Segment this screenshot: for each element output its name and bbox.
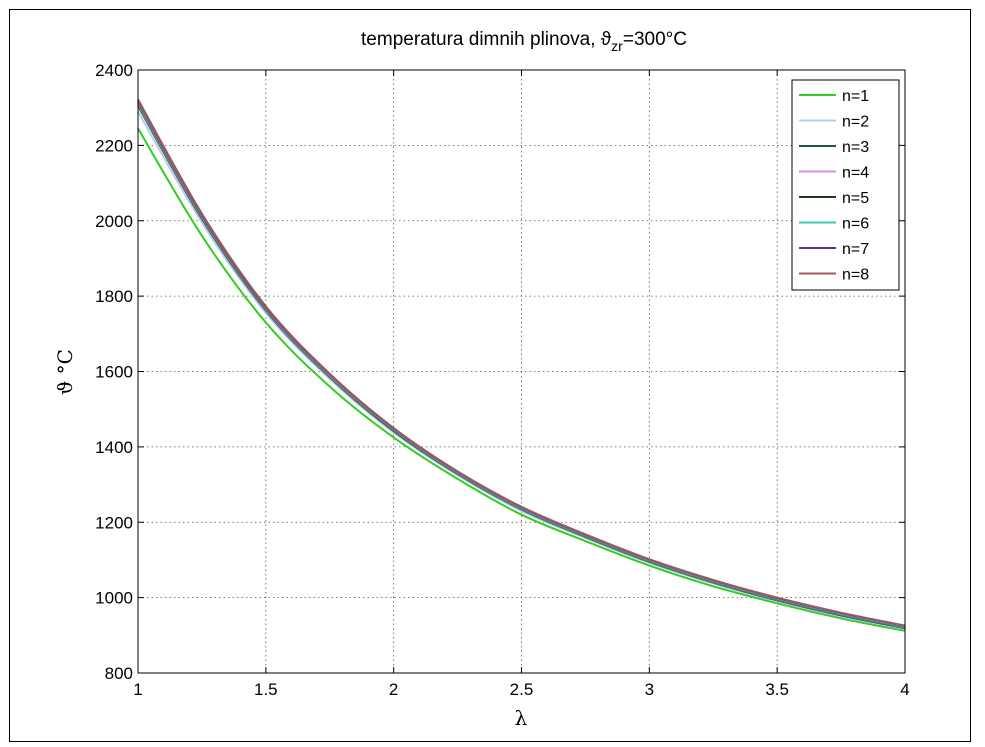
legend-box (791, 79, 900, 291)
y-tick-label: 2000 (95, 212, 133, 231)
chart-title-main: temperatura dimnih plinova, ϑ (361, 29, 612, 50)
chart-title-suffix: =300°C (623, 29, 687, 50)
figure-frame (9, 9, 971, 742)
y-tick-label: 1600 (95, 363, 133, 382)
series-line-n=8 (137, 98, 906, 627)
series-line-n=1 (137, 127, 906, 632)
series-line-n=3 (137, 105, 906, 630)
chart-title-subscript: zr (611, 38, 623, 54)
grid-layer (138, 70, 905, 673)
y-tick-label: 1000 (95, 589, 133, 608)
y-tick-label: 1400 (95, 438, 133, 457)
legend-label: n=1 (842, 88, 869, 105)
x-tick-label: 2.5 (510, 680, 534, 699)
legend-label: n=2 (842, 114, 869, 131)
y-tick-label: 2400 (95, 61, 133, 80)
legend: n=1 n=2 n=3 n=4 n=5 n=6 n=7 n=8 (791, 79, 900, 291)
x-tick-label: 3.5 (765, 680, 789, 699)
y-tick-label: 1800 (95, 287, 133, 306)
x-tick-label: 1.5 (254, 680, 278, 699)
x-tick-label: 4 (900, 680, 909, 699)
legend-label: n=6 (842, 216, 869, 233)
x-tick-label: 3 (645, 680, 654, 699)
series-layer (137, 98, 906, 632)
y-tick-label: 1200 (95, 513, 133, 532)
series-line-n=2 (137, 110, 906, 630)
legend-label: n=3 (842, 139, 869, 156)
y-tick-label: 800 (105, 664, 133, 683)
tick-layer: 1 1.5 2 2.5 3 3.5 4 800 1000 1200 1400 1600 1800 2000… (95, 61, 910, 699)
chart-title: temperatura dimnih plinova, ϑzr=300°C (361, 29, 687, 54)
legend-label: n=4 (842, 165, 869, 182)
series-line-n=4 (137, 103, 906, 629)
legend-label: n=7 (842, 241, 869, 258)
x-tick-label: 1 (133, 680, 142, 699)
legend-label: n=5 (842, 190, 869, 207)
x-axis-label: λ (515, 706, 528, 730)
y-axis-label: ϑ °C (53, 349, 77, 395)
x-tick-label: 2 (389, 680, 398, 699)
legend-label: n=8 (842, 267, 869, 284)
y-tick-label: 2200 (95, 136, 133, 155)
